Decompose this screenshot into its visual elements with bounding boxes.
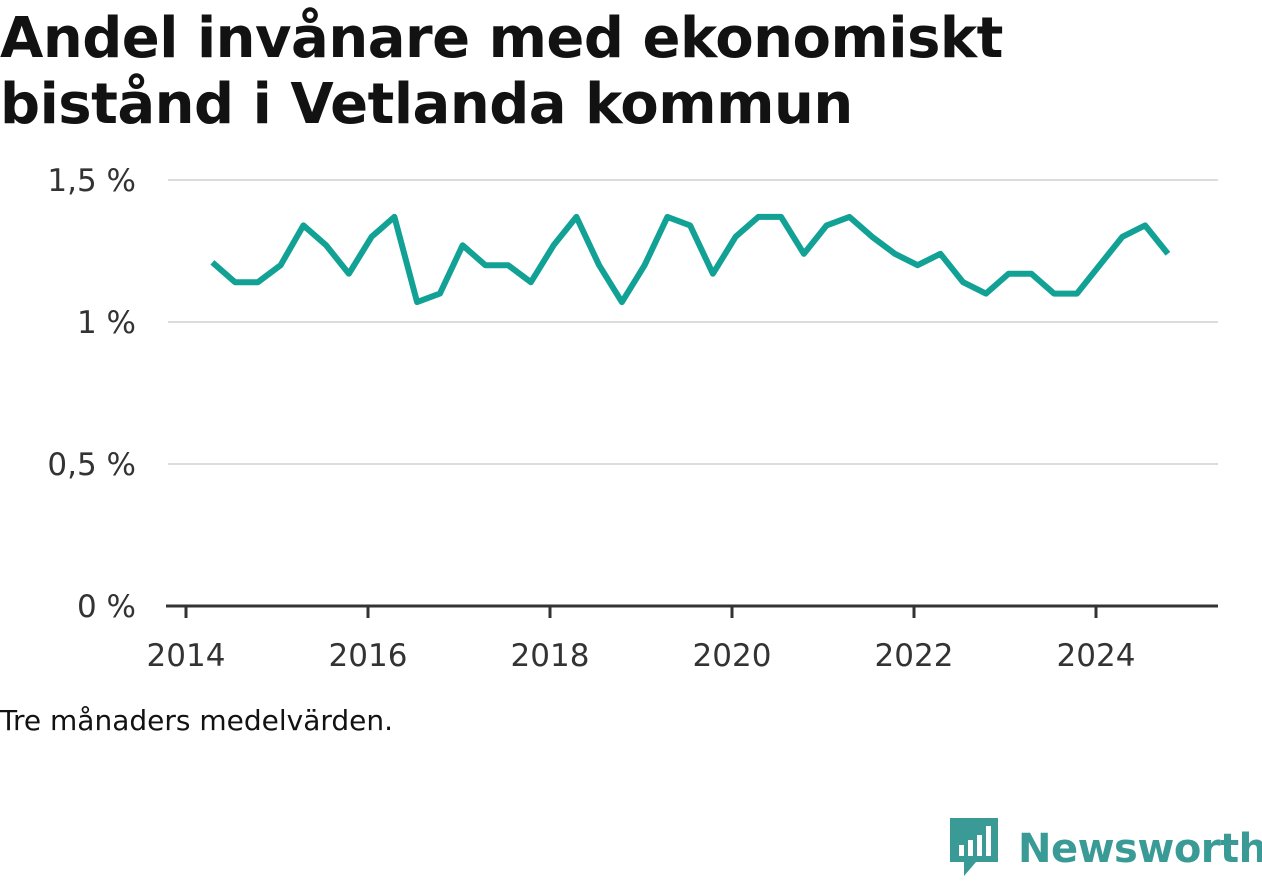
y-tick-label: 1 % [77, 305, 136, 341]
brand-name: Newsworthy [1018, 826, 1262, 872]
x-tick-label: 2022 [875, 638, 954, 674]
y-axis: 0 % 0,5 % 1 % 1,5 % [47, 163, 136, 625]
y-tick-label: 1,5 % [47, 163, 136, 199]
grid-layer [168, 179, 1218, 465]
y-tick-label: 0,5 % [47, 447, 136, 483]
x-axis: 2014 2016 2018 2020 2022 2024 [147, 604, 1218, 674]
x-tick-label: 2020 [693, 638, 772, 674]
y-tick-label: 0 % [77, 589, 136, 625]
chart-title: Andel invånare med ekonomiskt bistånd i … [0, 6, 1003, 137]
x-tick-label: 2024 [1057, 638, 1136, 674]
line-chart: 2014 2016 2018 2020 2022 2024 0 % 0,5 % 1 % 1,5 … [47, 163, 1218, 674]
bar-chart-icon [950, 816, 1000, 882]
brand-logo[interactable]: Newsworthy [950, 818, 1262, 880]
series-layer [210, 213, 1171, 306]
x-tick-label: 2016 [329, 638, 408, 674]
x-tick-label: 2018 [511, 638, 590, 674]
chart-note: Tre månaders medelvärden. [0, 704, 394, 737]
series-line [210, 213, 1171, 306]
x-tick-label: 2014 [147, 638, 226, 674]
